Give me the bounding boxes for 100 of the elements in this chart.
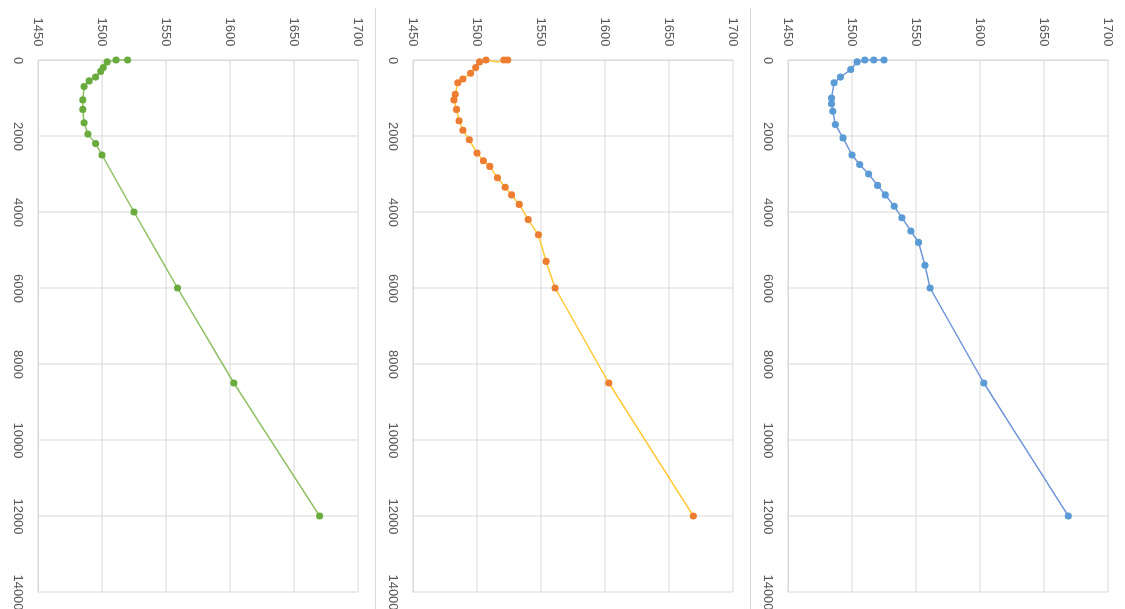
point <box>880 56 888 64</box>
point <box>173 284 182 292</box>
point <box>870 56 878 64</box>
point <box>493 174 502 182</box>
point <box>475 58 484 66</box>
point <box>455 117 463 125</box>
point <box>534 231 543 239</box>
point <box>486 162 494 170</box>
point <box>847 65 855 74</box>
point <box>501 183 509 191</box>
x-tick-label: 1600 <box>598 17 613 47</box>
point <box>827 100 836 108</box>
point <box>479 157 487 165</box>
y-tick-label: 6000 <box>385 274 401 303</box>
y-tick-label: 10000 <box>385 422 401 459</box>
y-tick-label: 6000 <box>760 274 776 303</box>
y-tick-label: 12000 <box>385 498 401 535</box>
point <box>980 379 988 387</box>
x-tick-label: 1700 <box>351 17 366 47</box>
point <box>881 191 889 199</box>
point <box>839 134 847 142</box>
point <box>103 58 111 66</box>
y-tick-label: 12000 <box>10 498 26 535</box>
point <box>515 200 523 208</box>
point <box>848 151 856 159</box>
y-tick-label: 10000 <box>10 422 26 459</box>
point <box>926 284 934 292</box>
y-tick-label: 4000 <box>10 198 26 227</box>
point <box>112 56 120 64</box>
point <box>130 208 138 216</box>
y-tick-label: 4000 <box>760 198 776 227</box>
y-tick-label: 8000 <box>385 350 401 379</box>
point <box>230 379 238 387</box>
point <box>874 181 882 189</box>
point <box>79 105 87 113</box>
x-tick-label: 1450 <box>781 17 796 47</box>
point <box>507 191 516 199</box>
y-tick-label: 10000 <box>760 422 776 459</box>
y-tick-label: 12000 <box>760 498 776 535</box>
point <box>836 73 845 81</box>
point <box>1064 512 1072 520</box>
x-tick-label: 1550 <box>909 17 924 47</box>
point <box>124 56 132 64</box>
point <box>472 64 480 72</box>
x-tick-label: 1700 <box>1101 17 1116 47</box>
x-tick-label: 1700 <box>726 17 741 47</box>
point <box>524 216 532 224</box>
y-tick-label: 0 <box>760 56 776 65</box>
point <box>830 79 838 87</box>
point <box>465 136 473 144</box>
x-tick-label: 1650 <box>662 17 677 47</box>
y-tick-label: 2000 <box>760 122 776 151</box>
y-tick-label: 8000 <box>10 350 26 379</box>
x-tick-label: 1500 <box>470 17 485 47</box>
point <box>452 105 461 113</box>
point <box>689 512 697 520</box>
point <box>861 56 869 64</box>
point <box>92 73 100 81</box>
point <box>829 107 837 115</box>
y-tick-label: 0 <box>385 56 401 65</box>
point <box>80 119 88 127</box>
point <box>459 75 467 83</box>
point <box>92 140 100 148</box>
point <box>542 257 550 265</box>
x-tick-label: 1450 <box>31 17 46 47</box>
point <box>316 512 324 520</box>
y-tick-label: 6000 <box>10 274 26 303</box>
point <box>80 83 88 91</box>
x-tick-label: 1550 <box>534 17 549 47</box>
point <box>473 149 481 157</box>
point <box>450 96 458 104</box>
x-tick-label: 1500 <box>95 17 110 47</box>
y-tick-label: 8000 <box>760 350 776 379</box>
x-tick-label: 1450 <box>406 17 421 47</box>
point <box>865 170 873 178</box>
point <box>921 261 929 269</box>
point <box>831 121 839 129</box>
x-tick-label: 1600 <box>223 17 238 47</box>
point <box>79 96 87 104</box>
y-tick-label: 2000 <box>385 122 401 151</box>
point <box>467 69 475 77</box>
x-tick-label: 1550 <box>159 17 174 47</box>
y-tick-label: 0 <box>10 56 26 65</box>
y-tick-label: 4000 <box>385 198 401 227</box>
point <box>482 56 490 64</box>
point <box>98 151 106 159</box>
point <box>914 238 923 246</box>
point <box>890 202 898 210</box>
point <box>459 126 467 134</box>
point <box>605 379 613 387</box>
x-tick-label: 1500 <box>845 17 860 47</box>
point <box>898 214 906 222</box>
point <box>454 79 462 87</box>
x-tick-label: 1600 <box>973 17 988 47</box>
point <box>85 77 93 85</box>
point <box>84 130 92 138</box>
x-tick-label: 1650 <box>1037 17 1052 47</box>
x-tick-label: 1650 <box>287 17 302 47</box>
y-tick-label: 2000 <box>10 122 26 151</box>
point <box>856 160 864 169</box>
